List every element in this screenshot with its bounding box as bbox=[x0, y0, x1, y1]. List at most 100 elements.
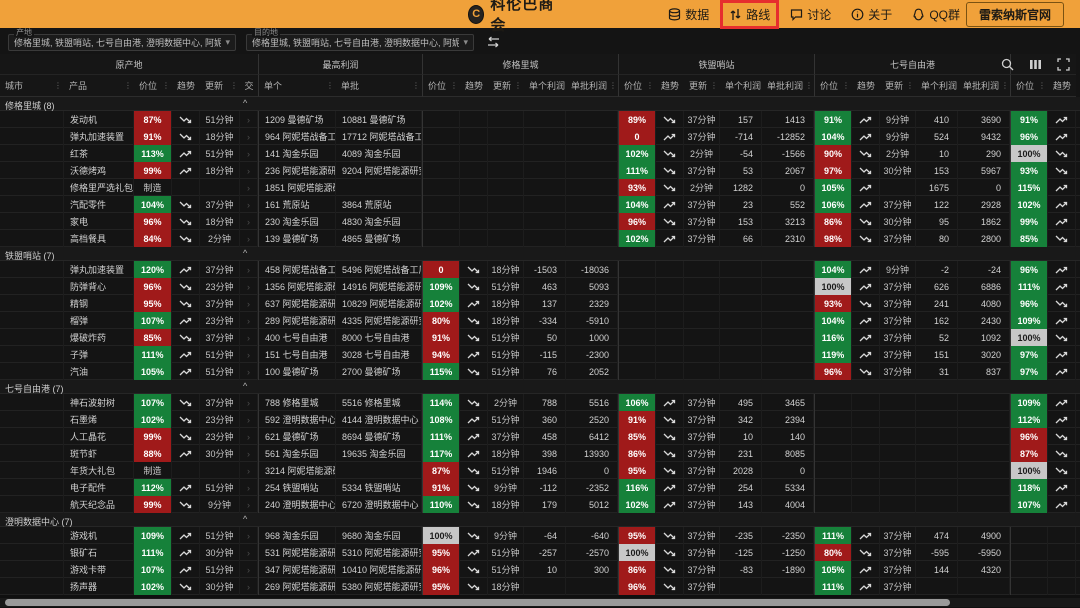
single-profit-cell: 80 bbox=[916, 230, 958, 247]
city-group-row[interactable]: 铁盟哨站 (7) ^ bbox=[0, 247, 1080, 261]
row-expand-icon[interactable]: › bbox=[240, 544, 258, 561]
column-menu-icon[interactable]: ⋮ bbox=[609, 81, 618, 90]
horizontal-scrollbar-thumb[interactable] bbox=[5, 599, 950, 606]
column-menu-icon[interactable]: ⋮ bbox=[1073, 81, 1076, 90]
logo[interactable]: C 科伦巴商会 bbox=[468, 0, 558, 35]
row-expand-icon[interactable]: › bbox=[240, 278, 258, 295]
table-row[interactable]: 家电 96% 18分钟 › 230 淘金乐园 4830 淘金乐园 96% 37分钟 153 321… bbox=[0, 213, 1080, 230]
nav-item-讨论[interactable]: 讨论 bbox=[784, 3, 837, 26]
row-expand-icon[interactable]: › bbox=[240, 196, 258, 213]
column-menu-icon[interactable]: ⋮ bbox=[646, 81, 654, 90]
column-menu-icon[interactable]: ⋮ bbox=[710, 81, 718, 90]
table-row[interactable]: 汽配零件 104% 37分钟 › 161 荒原站 3864 荒原站 104% 37分钟 23 55… bbox=[0, 196, 1080, 213]
column-menu-icon[interactable]: ⋮ bbox=[485, 81, 488, 90]
column-menu-icon[interactable]: ⋮ bbox=[1038, 81, 1046, 90]
table-row[interactable]: 爆破炸药 85% 37分钟 › 400 七号自由港 8000 七号自由港 91% 51分钟 50… bbox=[0, 329, 1080, 346]
row-expand-icon[interactable]: › bbox=[240, 213, 258, 230]
table-row[interactable]: 高档餐具 84% 2分钟 › 139 曼德矿场 4865 曼德矿场 102% 37分钟 66 23… bbox=[0, 230, 1080, 247]
table-row[interactable]: 游戏机 109% 51分钟 › 968 淘金乐园 9680 淘金乐园 100% 9分钟 -64-… bbox=[0, 527, 1080, 544]
nav-item-关于[interactable]: 关于 bbox=[845, 3, 898, 26]
table-row[interactable]: 子弹 111% 51分钟 › 151 七号自由港 3028 七号自由港 94% 51分钟 -11… bbox=[0, 346, 1080, 363]
origin-select[interactable]: 修格里城, 铁盟哨站, 七号自由港, 澄明数据中心, 阿妮塔战备工厂, ... … bbox=[8, 33, 236, 51]
column-menu-icon[interactable]: ⋮ bbox=[197, 81, 200, 90]
collapse-icon[interactable]: ^ bbox=[243, 248, 248, 258]
price-badge: 87% bbox=[1010, 445, 1048, 462]
row-expand-icon[interactable]: › bbox=[240, 261, 258, 278]
column-menu-icon[interactable]: ⋮ bbox=[230, 81, 238, 90]
nav-item-数据[interactable]: 数据 bbox=[662, 3, 715, 26]
collapse-icon[interactable]: ^ bbox=[243, 514, 248, 524]
table-row[interactable]: 航天纪念品 99% 9分钟 › 240 澄明数据中心 6720 澄明数据中心 110% 18分… bbox=[0, 496, 1080, 513]
nav-item-路线[interactable]: 路线 bbox=[720, 0, 780, 29]
row-expand-icon[interactable]: › bbox=[240, 111, 258, 128]
row-expand-icon[interactable]: › bbox=[240, 329, 258, 346]
price-badge: 105% bbox=[814, 179, 852, 196]
city-group-row[interactable]: 七号自由港 (7) ^ bbox=[0, 380, 1080, 394]
row-expand-icon[interactable]: › bbox=[240, 462, 258, 479]
column-menu-icon[interactable]: ⋮ bbox=[450, 81, 458, 90]
row-expand-icon[interactable]: › bbox=[240, 394, 258, 411]
row-expand-icon[interactable]: › bbox=[240, 179, 258, 196]
column-menu-icon[interactable]: ⋮ bbox=[805, 81, 814, 90]
column-menu-icon[interactable]: ⋮ bbox=[906, 81, 914, 90]
horizontal-scrollbar-track[interactable] bbox=[0, 598, 1080, 607]
nav-item-QQ群[interactable]: QQ群 bbox=[906, 3, 966, 26]
row-expand-icon[interactable]: › bbox=[240, 312, 258, 329]
row-expand-icon[interactable]: › bbox=[240, 346, 258, 363]
row-expand-icon[interactable]: › bbox=[240, 295, 258, 312]
city-group-row[interactable]: 修格里城 (8) ^ bbox=[0, 97, 1080, 111]
row-expand-icon[interactable]: › bbox=[240, 578, 258, 595]
row-expand-icon[interactable]: › bbox=[240, 128, 258, 145]
columns-icon[interactable] bbox=[1029, 58, 1042, 71]
column-menu-icon[interactable]: ⋮ bbox=[162, 81, 170, 90]
collapse-icon[interactable]: ^ bbox=[243, 98, 248, 108]
row-expand-icon[interactable]: › bbox=[240, 363, 258, 380]
row-expand-icon[interactable]: › bbox=[240, 162, 258, 179]
row-expand-icon[interactable]: › bbox=[240, 496, 258, 513]
row-expand-icon[interactable]: › bbox=[240, 411, 258, 428]
column-menu-icon[interactable]: ⋮ bbox=[514, 81, 522, 90]
column-menu-icon[interactable]: ⋮ bbox=[54, 81, 62, 90]
collapse-icon[interactable]: ^ bbox=[243, 381, 248, 391]
column-menu-icon[interactable]: ⋮ bbox=[681, 81, 684, 90]
table-row[interactable]: 汽油 105% 51分钟 › 100 曼德矿场 2700 曼德矿场 115% 51分钟 76 20… bbox=[0, 363, 1080, 380]
table-row[interactable]: 红茶 113% 51分钟 › 141 淘金乐园 4089 淘金乐园 102% 2分钟 -54 -1… bbox=[0, 145, 1080, 162]
row-expand-icon[interactable]: › bbox=[240, 479, 258, 496]
dest-select[interactable]: 修格里城, 铁盟哨站, 七号自由港, 澄明数据中心, 阿妮塔战备工厂, ... … bbox=[246, 33, 474, 51]
column-menu-icon[interactable]: ⋮ bbox=[842, 81, 850, 90]
row-expand-icon[interactable]: › bbox=[240, 145, 258, 162]
trend-none-icon bbox=[460, 230, 488, 247]
column-menu-icon[interactable]: ⋮ bbox=[877, 81, 880, 90]
swap-icon[interactable] bbox=[484, 36, 503, 48]
table-row[interactable]: 神石波射树 107% 37分钟 › 788 修格里城 5516 修格里城 114% 2分钟 78… bbox=[0, 394, 1080, 411]
table-row[interactable]: 发动机 87% 51分钟 › 1209 曼德矿场 10881 曼德矿场 89% 37分钟 157… bbox=[0, 111, 1080, 128]
column-menu-icon[interactable]: ⋮ bbox=[1001, 81, 1010, 90]
column-menu-icon[interactable]: ⋮ bbox=[412, 81, 420, 90]
column-menu-icon[interactable]: ⋮ bbox=[124, 81, 132, 90]
city-group-row[interactable]: 澄明数据中心 (7) ^ bbox=[0, 513, 1080, 527]
table-row[interactable]: 斑节虾 88% 30分钟 › 561 淘金乐园 19635 淘金乐园 117% 18分钟 398… bbox=[0, 445, 1080, 462]
row-expand-icon[interactable]: › bbox=[240, 561, 258, 578]
row-expand-icon[interactable]: › bbox=[240, 230, 258, 247]
row-expand-icon[interactable]: › bbox=[240, 445, 258, 462]
table-row[interactable]: 电子配件 112% 51分钟 › 254 铁盟哨站 5334 铁盟哨站 91% 9分钟 -112… bbox=[0, 479, 1080, 496]
row-expand-icon[interactable]: › bbox=[240, 428, 258, 445]
row-expand-icon[interactable]: › bbox=[240, 527, 258, 544]
table-row[interactable]: 人工晶花 99% 23分钟 › 621 曼德矿场 8694 曼德矿场 111% 37分钟 458… bbox=[0, 428, 1080, 445]
official-site-button[interactable]: 雷索纳斯官网 bbox=[965, 1, 1064, 27]
table-row[interactable]: 石墨烯 102% 23分钟 › 592 澄明数据中心 4144 澄明数据中心 108% 51分… bbox=[0, 411, 1080, 428]
column-menu-icon[interactable]: ⋮ bbox=[326, 81, 334, 90]
search-icon[interactable] bbox=[1001, 58, 1014, 71]
fullscreen-icon[interactable] bbox=[1057, 58, 1070, 71]
